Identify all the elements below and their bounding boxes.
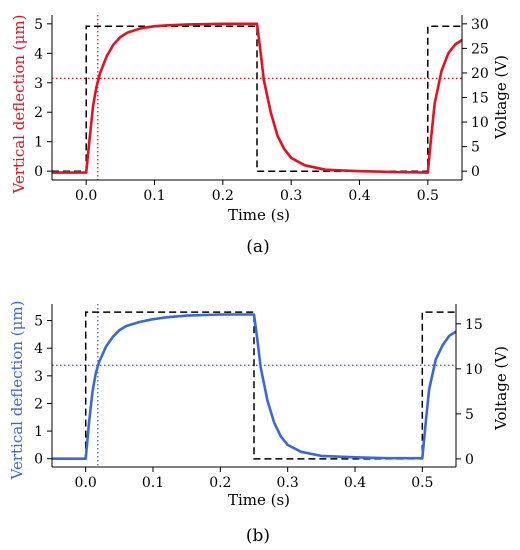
y-left-tick-label-b: 3 [34,369,43,385]
y-right-tick-label-a: 30 [471,17,489,33]
x-tick-label-a: 0.4 [348,188,370,204]
x-tick-label-a: 0.2 [212,188,234,204]
deflection-series-a [52,22,463,174]
y-axis-right-label-b: Voltage (V) [492,346,510,431]
y-right-tick-label-a: 25 [471,41,489,57]
chart-panel-a: 0.0 0.1 0.2 0.3 0.4 0.5 0 1 2 3 4 5 0 5 10 15 20 25 30 Ver… [10,15,510,257]
voltage-line-a [52,25,462,172]
chart-panel-b: 0.0 0.1 0.2 0.3 0.4 0.5 0 1 2 3 4 5 0 5 10 15 Vertical … [8,301,510,546]
ticks-b: 0.0 0.1 0.2 0.3 0.4 0.5 0 1 2 3 4 5 0 5 10 15 [34,314,483,491]
y-left-tick-label-b: 0 [34,452,43,468]
x-tick-label-b: 0.4 [344,475,366,491]
y-left-tick-label-a: 3 [34,76,43,92]
y-right-tick-label-b: 15 [465,317,483,333]
y-right-tick-label-b: 5 [465,407,474,423]
y-left-tick-label-a: 4 [34,46,43,62]
y-right-tick-label-a: 5 [471,140,480,156]
y-left-tick-label-b: 1 [34,424,43,440]
panel-label-a: (a) [246,237,269,257]
voltage-line-b [52,311,456,460]
x-tick-label-a: 0.1 [143,188,165,204]
y-right-tick-label-a: 15 [471,91,489,107]
y-right-tick-label-a: 0 [471,164,480,180]
y-left-tick-label-b: 4 [34,341,43,357]
x-tick-label-b: 0.1 [142,475,164,491]
x-tick-label-b: 0.0 [75,475,97,491]
y-axis-left-label-a: Vertical deflection (μm) [10,15,28,195]
axes-b [51,304,457,468]
x-tick-label-b: 0.2 [209,475,231,491]
y-right-tick-label-b: 0 [465,452,474,468]
x-tick-label-b: 0.5 [411,475,433,491]
y-right-tick-label-a: 10 [471,115,489,131]
x-tick-label-b: 0.3 [277,475,299,491]
x-tick-label-a: 0.0 [75,188,97,204]
deflection-line-b [52,313,457,461]
y-right-tick-label-b: 10 [465,362,483,378]
voltage-series-a [52,25,462,172]
y-left-tick-label-b: 2 [34,396,43,412]
y-right-tick-label-a: 20 [471,66,489,82]
voltage-series-b [52,311,456,460]
x-tick-label-a: 0.5 [417,188,439,204]
y-axis-left-label-b: Vertical deflection (μm) [8,301,26,481]
y-left-tick-label-a: 2 [34,105,43,121]
ticks-a: 0.0 0.1 0.2 0.3 0.4 0.5 0 1 2 3 4 5 0 5 10 15 20 25 30 [34,17,489,204]
deflection-line-a [52,22,463,174]
deflection-series-b [52,313,457,461]
y-left-tick-label-a: 5 [34,17,43,33]
reference-lines-b [52,304,456,467]
x-axis-label-b: Time (s) [228,491,290,509]
x-axis-label-a: Time (s) [228,206,290,224]
y-left-tick-label-a: 0 [34,164,43,180]
y-left-tick-label-a: 1 [34,135,43,151]
y-axis-right-label-a: Voltage (V) [492,55,510,140]
panel-label-b: (b) [246,526,270,546]
y-left-tick-label-b: 5 [34,314,43,330]
x-tick-label-a: 0.3 [280,188,302,204]
